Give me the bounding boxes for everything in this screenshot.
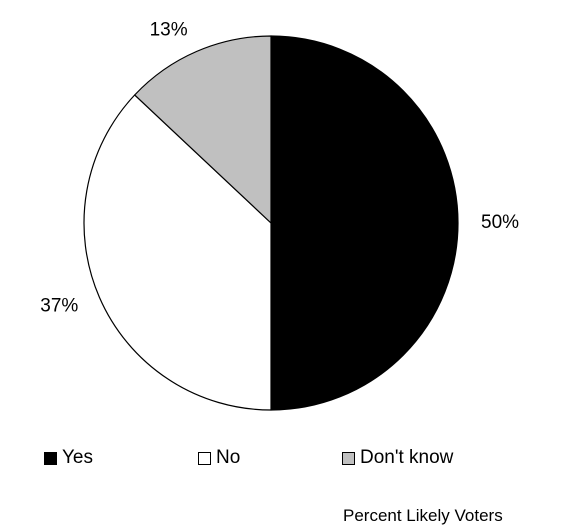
legend-item-no: No <box>198 446 240 470</box>
pie-slice-don-t-know <box>134 35 272 224</box>
slice-label-no: 37% <box>40 295 78 316</box>
legend-swatch-dont-know <box>342 451 355 465</box>
legend-label-no: No <box>216 447 241 468</box>
legend-label-dont-know: Don't know <box>360 447 454 468</box>
slice-labels: 50% 37% 13% <box>40 19 519 316</box>
pie-slice-yes <box>270 35 459 411</box>
legend-item-yes: Yes <box>44 446 93 470</box>
slice-label-don-t-know: 13% <box>150 19 188 40</box>
legend: Yes No Don't know <box>0 446 561 476</box>
legend-swatch-yes <box>44 451 57 465</box>
legend-swatch-no <box>198 451 211 465</box>
legend-label-yes: Yes <box>62 447 93 468</box>
legend-item-dont-know: Don't know <box>342 446 453 470</box>
slice-label-yes: 50% <box>481 212 519 233</box>
chart-note: Percent Likely Voters <box>343 506 503 525</box>
pie-slices <box>83 35 459 411</box>
pie-slice-no <box>83 94 272 411</box>
